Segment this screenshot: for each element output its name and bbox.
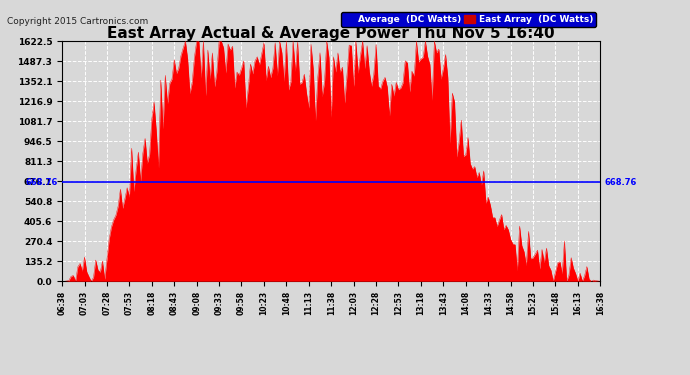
Title: East Array Actual & Average Power Thu Nov 5 16:40: East Array Actual & Average Power Thu No… (108, 26, 555, 41)
Text: 668.76: 668.76 (604, 178, 637, 187)
Text: 668.76: 668.76 (26, 178, 58, 187)
Legend: Average  (DC Watts), East Array  (DC Watts): Average (DC Watts), East Array (DC Watts… (341, 12, 595, 27)
Text: Copyright 2015 Cartronics.com: Copyright 2015 Cartronics.com (7, 17, 148, 26)
